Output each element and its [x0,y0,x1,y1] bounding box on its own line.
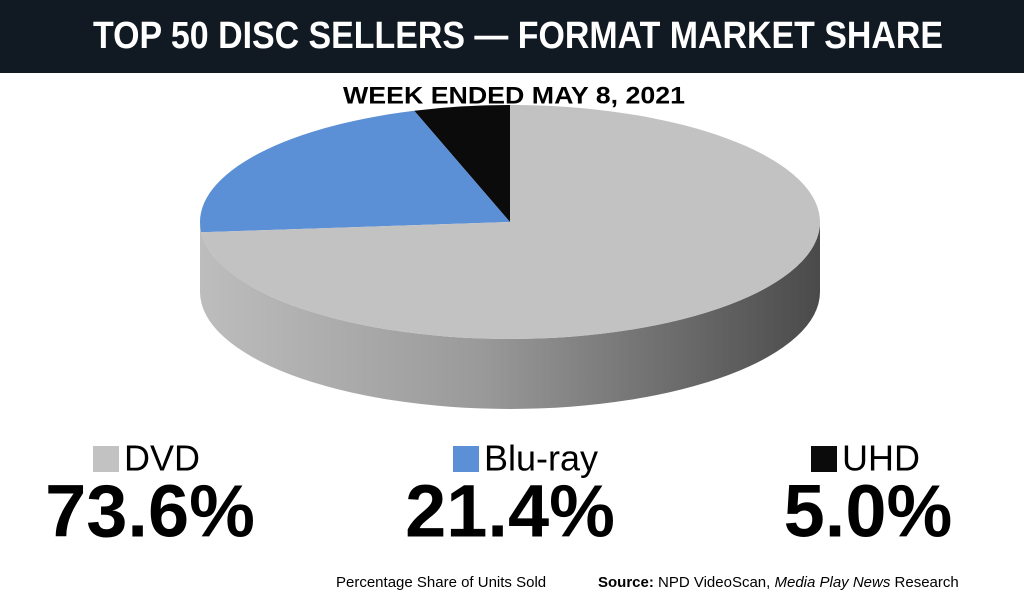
pie-slice [200,110,510,233]
legend-label: Blu-ray [484,438,598,479]
pie-side [200,222,820,409]
title-bar [0,0,1024,73]
legend-swatch [811,446,837,472]
pie-slice [201,105,820,340]
source-text: Research [890,574,958,591]
legend-swatch [453,446,479,472]
legend-label: UHD [842,438,920,479]
value-label: 21.4% [405,470,615,553]
legend-swatch [93,446,119,472]
source-publication: Media Play News [774,574,890,591]
note: Percentage Share of Units Sold [336,574,546,591]
value-label: 73.6% [45,470,255,553]
source: Source: NPD VideoScan, Media Play News R… [598,574,959,591]
source-text: NPD VideoScan, [654,574,775,591]
value-label: 5.0% [784,470,953,553]
legend-label: DVD [124,438,200,479]
source-label: Source: [598,574,654,591]
chart-title: TOP 50 DISC SELLERS — FORMAT MARKET SHAR… [93,15,943,57]
chart-subtitle: WEEK ENDED MAY 8, 2021 [343,82,685,109]
pie-slice [414,105,510,222]
